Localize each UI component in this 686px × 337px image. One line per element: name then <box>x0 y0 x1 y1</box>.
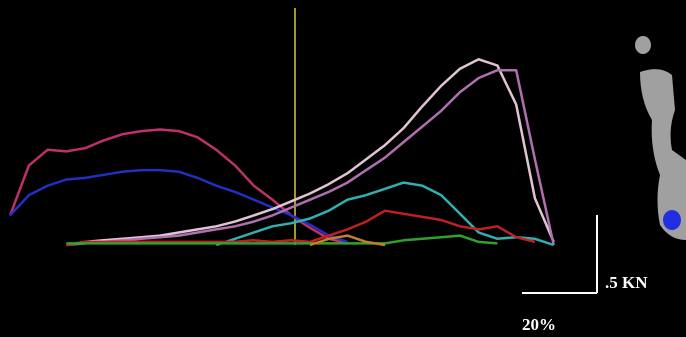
series-line <box>66 234 498 245</box>
series-line <box>215 181 555 247</box>
series-line <box>66 58 555 247</box>
scale-bar-y-label: .5 KN <box>605 273 648 292</box>
series-line <box>8 128 348 245</box>
footprint <box>635 36 686 240</box>
scale-bar-x-label: 20% <box>522 315 556 334</box>
series-line <box>66 209 536 247</box>
series-line <box>66 68 555 247</box>
series-line <box>309 234 386 247</box>
series-line <box>9 168 348 244</box>
